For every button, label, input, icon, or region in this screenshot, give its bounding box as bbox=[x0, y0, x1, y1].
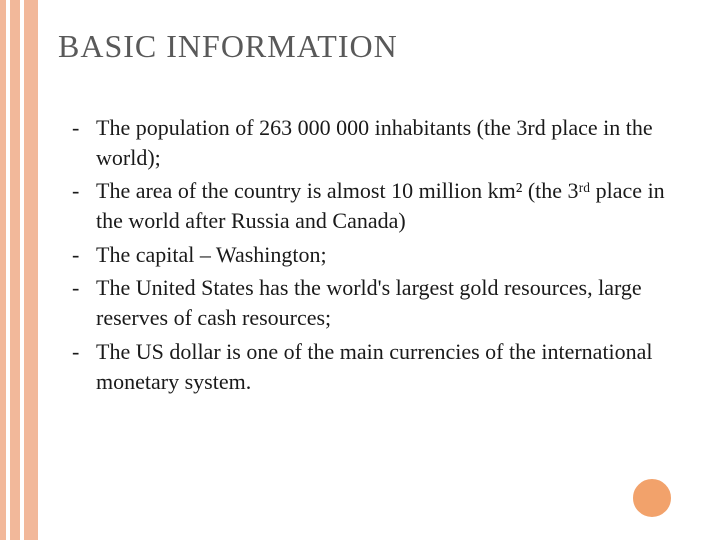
list-item: The area of the country is almost 10 mil… bbox=[72, 176, 672, 235]
list-item: The capital – Washington; bbox=[72, 240, 672, 270]
decorative-stripe bbox=[0, 0, 6, 540]
slide-content: BASIC INFORMATION The population of 263 … bbox=[0, 0, 720, 540]
list-item: The United States has the world's larges… bbox=[72, 273, 672, 332]
list-item: The population of 263 000 000 inhabitant… bbox=[72, 113, 672, 172]
decorative-stripe bbox=[24, 0, 38, 540]
decorative-circle bbox=[630, 476, 674, 520]
bullet-list: The population of 263 000 000 inhabitant… bbox=[52, 113, 672, 396]
list-item: The US dollar is one of the main currenc… bbox=[72, 337, 672, 396]
page-title: BASIC INFORMATION bbox=[58, 28, 672, 65]
decorative-stripe bbox=[10, 0, 20, 540]
